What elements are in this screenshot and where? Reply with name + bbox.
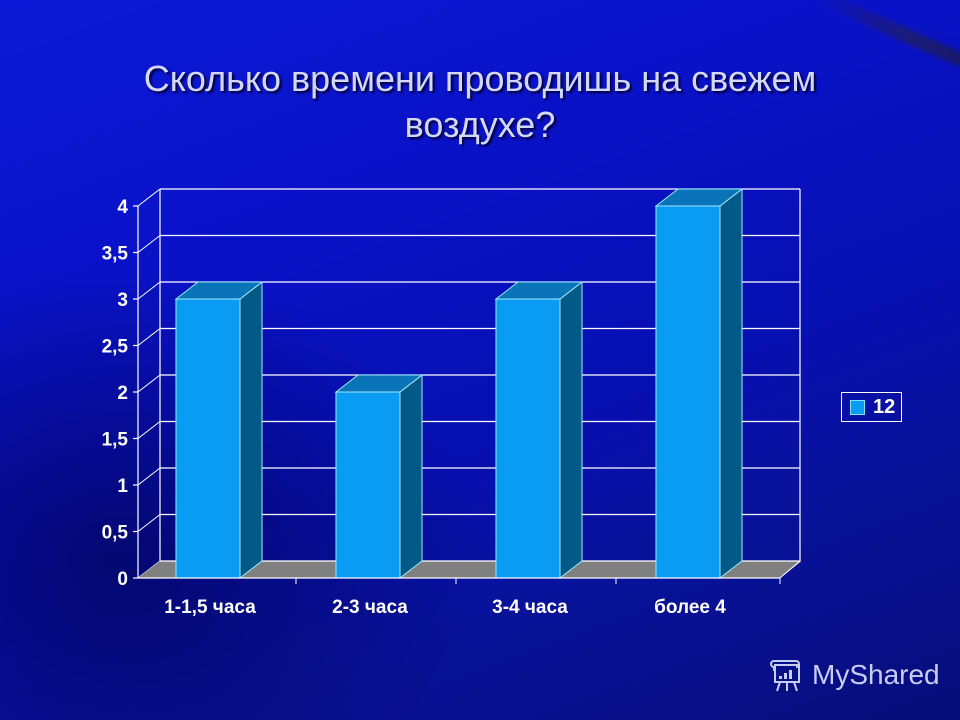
floor-right-edge	[779, 560, 801, 579]
y-tick-label: 3,5	[102, 244, 129, 265]
y-tick-label: 4	[117, 197, 128, 218]
y-tick-label: 1,5	[102, 430, 129, 451]
y-tick-label: 3	[117, 290, 128, 311]
x-axis-label: 2-3 часа	[332, 597, 408, 618]
x-axis-label: 3-4 часа	[492, 597, 568, 618]
y-tick-label: 2	[117, 383, 128, 404]
bar-front	[335, 391, 401, 579]
x-axis-label: более 4	[654, 597, 726, 618]
watermark-text: MyShared	[812, 659, 940, 690]
gridline-connector	[137, 281, 161, 300]
y-tick-label: 1	[117, 476, 128, 497]
bar-side	[559, 280, 583, 580]
watermark: MyShared	[768, 656, 940, 694]
gridline-connector	[137, 467, 161, 486]
bar-side	[399, 373, 423, 580]
presentation-board-icon	[770, 660, 800, 692]
legend-label: 12	[873, 395, 896, 418]
bar	[494, 280, 584, 580]
gridline-connector	[137, 514, 161, 532]
bar-front	[175, 298, 241, 579]
y-tick-label: 0	[117, 569, 128, 590]
y-tick-label: 0,5	[102, 523, 129, 544]
bar	[654, 187, 744, 580]
gridline-connector	[137, 235, 161, 253]
gridline-connector	[137, 421, 161, 439]
y-axis-tick-labels: 0 0,5 1 1,5 2 2,5 3 3,5 4	[102, 197, 129, 590]
x-axis-label: 1-1,5 часа	[164, 597, 256, 618]
bar-front	[495, 298, 561, 579]
gridline-connector	[137, 188, 161, 207]
floor-plane	[138, 561, 802, 578]
bar-side	[239, 280, 263, 580]
chart-bars	[174, 187, 744, 580]
chart-legend: 12	[841, 392, 902, 422]
bar-front	[655, 205, 721, 579]
bar-side	[719, 187, 743, 580]
bar	[334, 373, 424, 580]
x-axis-labels: 1-1,5 часа 2-3 часа 3-4 часа более 4	[164, 597, 726, 618]
y-tick-label: 2,5	[102, 337, 129, 358]
chart-axes	[133, 205, 781, 584]
gridline-connector	[137, 328, 161, 346]
legend-swatch	[850, 399, 865, 415]
gridline-connector	[137, 374, 161, 393]
bar	[174, 280, 264, 580]
slide-title: Сколько времени проводишь на свежем возд…	[143, 58, 817, 145]
